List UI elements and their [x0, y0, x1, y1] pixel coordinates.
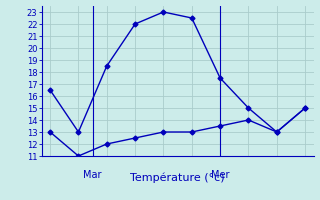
Text: Mer: Mer [211, 170, 229, 180]
X-axis label: Température (°c): Température (°c) [130, 173, 225, 183]
Text: Mar: Mar [83, 170, 102, 180]
